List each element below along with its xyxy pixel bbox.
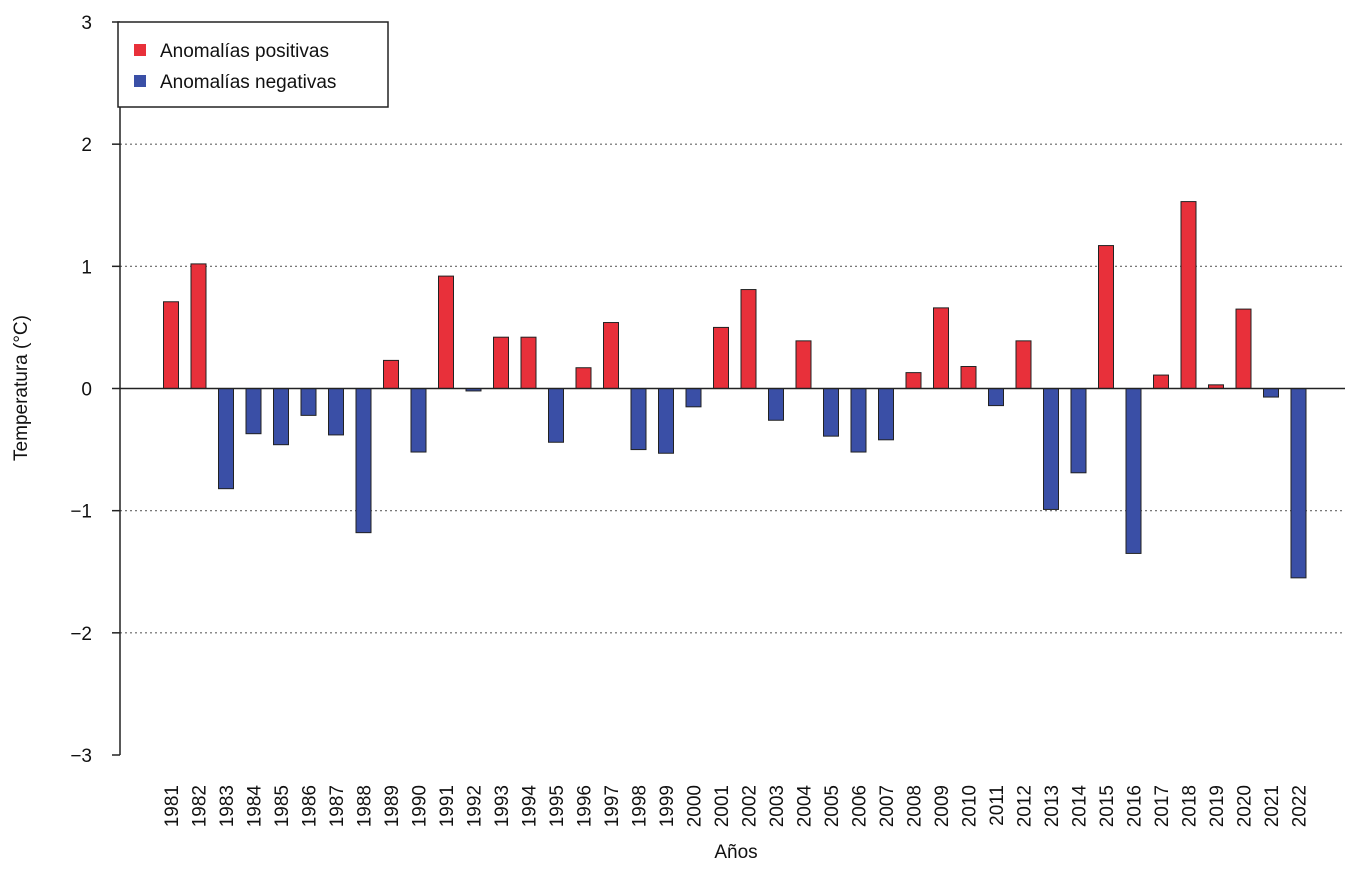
bar [685,388,702,408]
x-tick-label: 2020 [1235,785,1256,827]
bar [1290,388,1307,579]
bar [328,388,344,436]
bar [713,326,729,389]
x-tick-label: 2018 [1180,785,1201,827]
bar [245,388,262,435]
bar [630,388,647,451]
bar [1263,388,1279,398]
x-tick-label: 1986 [300,785,321,827]
y-tick-label: 0 [81,380,92,401]
bar [1235,308,1252,390]
bar [190,263,207,390]
x-tick-label: 1989 [382,785,403,827]
x-tick-label: 2014 [1070,785,1091,828]
bar [933,307,949,389]
x-tick-label: 1983 [217,785,238,827]
x-tick-label: 1985 [272,785,293,827]
x-tick-label: 1987 [327,785,348,827]
legend-swatch [134,75,146,87]
x-tick-label: 1997 [602,785,623,827]
legend-label: Anomalías negativas [160,72,336,93]
bar [273,388,289,446]
x-tick-label: 1988 [355,785,376,827]
bar [1125,388,1142,554]
bar [1153,374,1169,390]
x-tick-label: 1995 [547,785,568,827]
y-tick-label: −3 [70,746,92,767]
y-tick-label: 3 [81,13,92,34]
x-tick-label: 1994 [520,785,541,828]
bar [575,367,592,389]
bar [218,388,234,490]
bar [823,388,839,437]
y-axis-label: Temperatura (°C) [11,315,32,461]
legend-swatch [134,44,146,56]
bar [768,388,784,421]
bar [850,388,867,453]
bar [410,388,427,453]
x-tick-label: 1999 [657,785,678,827]
bar [988,388,1004,407]
bar [300,388,317,416]
bar [383,359,399,390]
x-tick-label: 2007 [877,785,898,827]
x-tick-label: 2012 [1015,785,1036,827]
bar [1015,340,1032,390]
x-axis-label: Años [714,842,757,863]
bar [603,322,619,389]
y-tick-label: 1 [81,257,92,278]
bar [1098,245,1114,389]
x-tick-label: 1991 [437,785,458,827]
bar [355,388,372,534]
x-tick-label: 2003 [767,785,788,827]
bar [1070,388,1087,474]
legend-box [117,21,389,108]
bar [493,336,509,390]
legend-label: Anomalías positivas [160,41,329,62]
y-tick-label: −1 [70,502,92,523]
x-tick-label: 2002 [740,785,761,827]
x-tick-label: 2017 [1152,785,1173,827]
bar [658,388,674,454]
x-tick-label: 2019 [1207,785,1228,827]
x-tick-label: 2001 [712,785,733,827]
x-tick-label: 1984 [245,785,266,828]
bar [548,388,564,443]
bar [740,289,757,390]
x-tick-label: 1992 [465,785,486,827]
bar [795,340,812,390]
x-tick-label: 2013 [1042,785,1063,827]
x-tick-label: 2000 [685,785,706,827]
x-tick-label: 1990 [410,785,431,827]
x-tick-label: 2005 [822,785,843,827]
x-tick-label: 2011 [987,785,1008,826]
bar [520,336,537,390]
x-tick-label: 1981 [162,785,183,827]
y-tick-label: 2 [81,135,92,156]
x-tick-label: 1993 [492,785,513,827]
x-tick-label: 2010 [960,785,981,827]
bar [1043,388,1059,510]
bar [905,372,922,390]
x-tick-label: 2009 [932,785,953,827]
x-tick-label: 1998 [630,785,651,827]
x-tick-label: 1996 [575,785,596,827]
x-tick-label: 2004 [795,785,816,828]
bar [163,301,179,389]
bar [878,388,894,441]
x-tick-label: 2021 [1262,785,1283,827]
bar [438,275,454,389]
x-tick-label: 2016 [1125,785,1146,827]
x-tick-label: 2006 [850,785,871,827]
x-tick-label: 2022 [1290,785,1311,827]
bar [960,366,977,390]
y-tick-label: −2 [70,624,92,645]
x-tick-label: 2015 [1097,785,1118,827]
bar [1180,201,1197,389]
x-tick-label: 1982 [190,785,211,827]
x-tick-label: 2008 [905,785,926,827]
